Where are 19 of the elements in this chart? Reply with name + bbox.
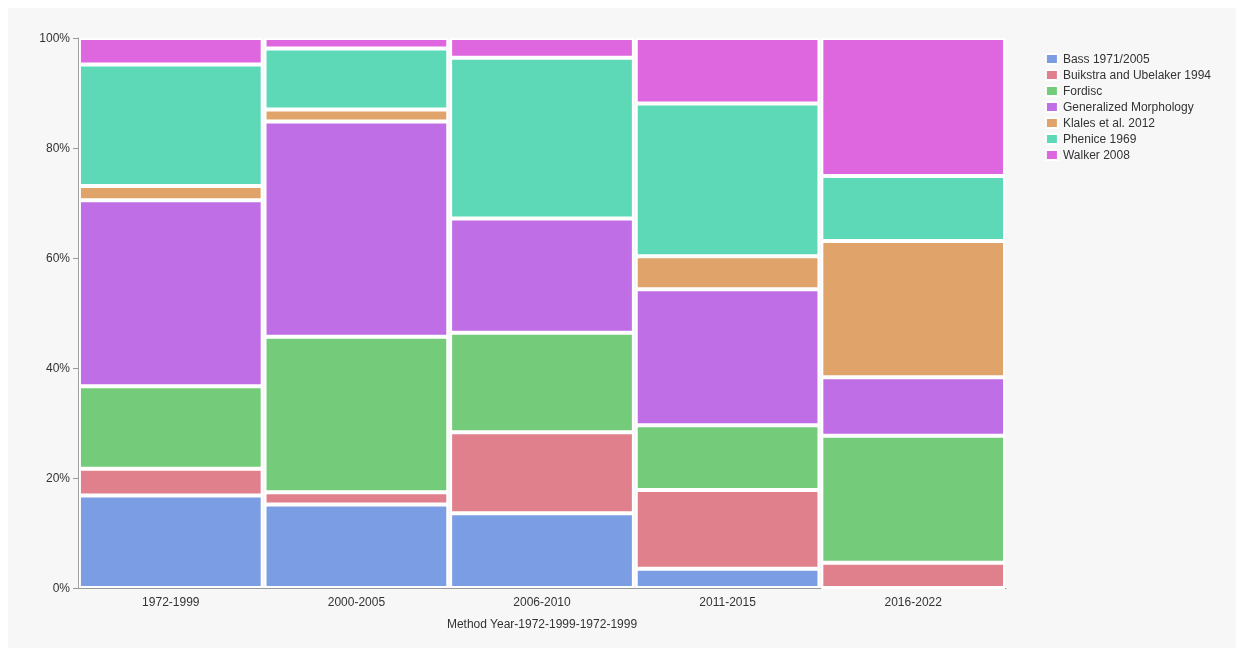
x-tick-label: 2006-2010: [513, 595, 572, 609]
legend-label: Walker 2008: [1062, 148, 1131, 162]
legend-label: Generalized Morphology: [1062, 100, 1194, 114]
x-tick-label: 2016-2022: [884, 595, 943, 609]
legend-label: Klales et al. 2012: [1062, 116, 1156, 130]
y-tick-label: 0%: [52, 581, 71, 595]
legend-label: Bass 1971/2005: [1062, 52, 1150, 66]
y-tick-label: 100%: [39, 31, 71, 45]
legend-label: Phenice 1969: [1062, 132, 1137, 146]
y-tick-label: 40%: [45, 361, 71, 375]
x-tick-label: 1972-1999: [142, 595, 200, 609]
legend-label: Fordisc: [1062, 84, 1103, 98]
y-tick-label: 80%: [45, 141, 71, 155]
x-axis-title: Method Year-1972-1999-1972-1999: [446, 617, 638, 631]
x-tick-label: 2011-2015: [699, 595, 757, 609]
y-tick-label: 60%: [45, 251, 71, 265]
x-tick-label: 2000-2005: [327, 595, 386, 609]
legend-label: Buikstra and Ubelaker 1994: [1062, 68, 1212, 82]
y-tick-label: 20%: [45, 471, 71, 485]
